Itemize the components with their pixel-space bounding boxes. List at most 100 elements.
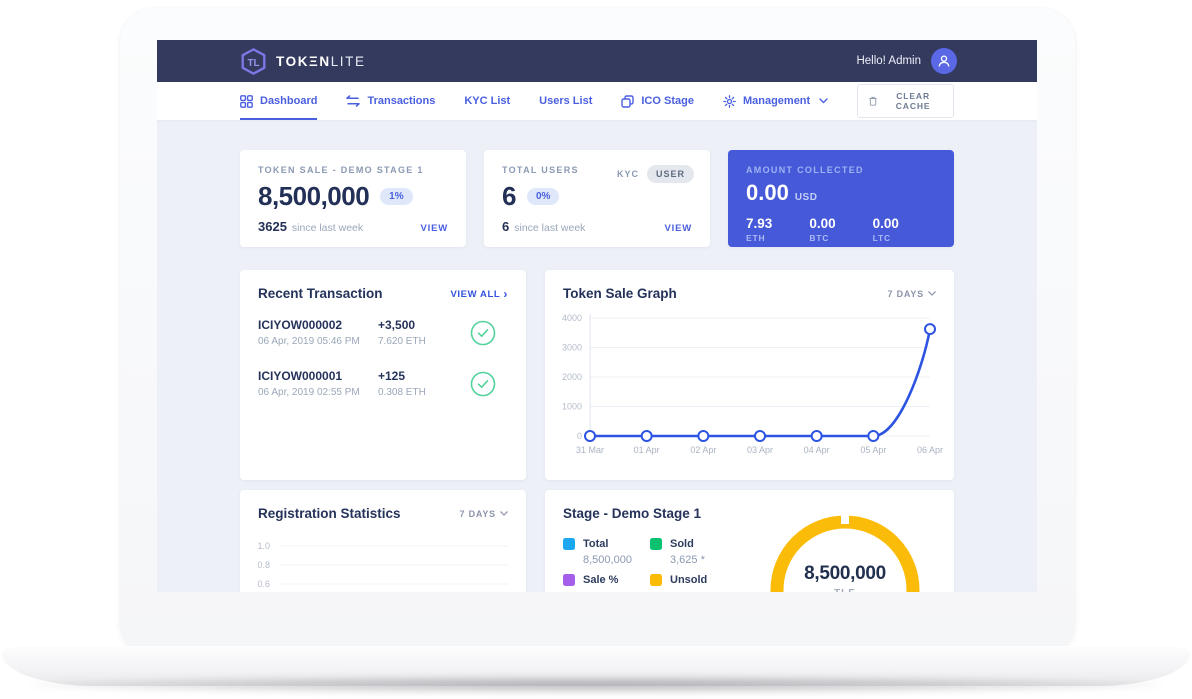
svg-text:05 Apr: 05 Apr (860, 445, 886, 455)
svg-text:4000: 4000 (562, 313, 582, 323)
transaction-id: ICIYOW000001 (258, 369, 343, 383)
token-sale-title: TOKEN SALE - DEMO STAGE 1 (258, 165, 424, 175)
token-sale-card: TOKEN SALE - DEMO STAGE 1 8,500,000 1% 3… (240, 150, 466, 247)
transaction-amount: +3,500 (378, 318, 416, 332)
total-users-value: 6 (502, 181, 516, 211)
view-all-link[interactable]: VIEW ALL › (450, 286, 508, 301)
total-users-delta: 6 (502, 219, 510, 234)
chevron-down-icon (819, 98, 828, 104)
ltc-value: 0.00 (872, 216, 899, 231)
nav-tab-users-list[interactable]: Users List (539, 82, 592, 120)
chevron-down-icon (928, 291, 936, 296)
laptop-shadow (30, 676, 1162, 694)
check-circle-icon (470, 371, 496, 396)
brand-name: TOKΞNLITE (276, 53, 366, 69)
legend-item-total: Total 8,500,000 (563, 538, 658, 566)
token-sale-delta-label: since last week (291, 222, 364, 234)
usd-label: USD (794, 192, 818, 203)
svg-text:0: 0 (577, 431, 582, 441)
transaction-row[interactable]: ICIYOW000002 06 Apr, 2019 05:46 PM +3,50… (240, 311, 526, 354)
range-dropdown[interactable]: 7 DAYS (888, 289, 937, 299)
currency-btc: 0.00 BTC (809, 216, 872, 243)
legend-item-sale-pct: Sale % (563, 574, 658, 590)
svg-text:01 Apr: 01 Apr (634, 445, 660, 455)
transaction-row[interactable]: ICIYOW000001 06 Apr, 2019 02:55 PM +125 … (240, 362, 526, 405)
token-sale-value: 8,500,000 (258, 181, 370, 211)
user-toggle[interactable]: USER (646, 165, 694, 183)
amount-collected-card: AMOUNT COLLECTED 0.00 USD 7.93 ETH 0.00 … (728, 150, 954, 247)
gauge-center-unit: TLE (760, 588, 930, 592)
legend-label: Unsold (670, 574, 708, 586)
gauge-center-value: 8,500,000 (804, 563, 886, 584)
svg-text:0.6: 0.6 (257, 579, 270, 589)
kyc-toggle[interactable]: KYC (616, 169, 639, 179)
svg-text:0.8: 0.8 (257, 560, 270, 570)
chevron-down-icon (500, 511, 508, 516)
legend-value: 8,500,000 (583, 554, 632, 566)
svg-text:2000: 2000 (562, 372, 582, 382)
nav-tab-label: Dashboard (260, 95, 318, 107)
swap-arrows-icon (346, 95, 361, 107)
legend-swatch-2 (563, 574, 575, 586)
nav-tab-label: Users List (539, 95, 593, 107)
legend-label: Sale % (583, 574, 619, 586)
legend-item-sold: Sold 3,625 * (650, 538, 745, 566)
stage-title: Stage - Demo Stage 1 (563, 506, 702, 521)
svg-text:1000: 1000 (562, 402, 582, 412)
legend-item-unsold: Unsold (650, 574, 745, 590)
token-sale-line-chart: 4000 3000 2000 1000 0 31 Mar 01 Apr 02 Apr 03 Ap… (562, 313, 943, 455)
legend-swatch-3 (650, 574, 662, 586)
recent-transactions-card: Recent Transaction VIEW ALL › ICIYOW0000… (240, 270, 526, 480)
transaction-eth: 7.620 ETH (378, 336, 426, 347)
registration-statistics-card: Registration Statistics 7 DAYS 1.0 0.8 0.6 (240, 490, 526, 592)
nav-tab-kyc-list[interactable]: KYC List (464, 82, 510, 120)
legend-label: Sold (670, 538, 694, 550)
svg-text:31 Mar: 31 Mar (576, 445, 604, 455)
legend-swatch-0 (563, 538, 575, 550)
token-sale-badge: 1% (380, 188, 413, 205)
transaction-eth: 0.308 ETH (378, 387, 426, 398)
token-sale-graph-title: Token Sale Graph (563, 286, 677, 301)
trash-icon (869, 96, 877, 106)
nav-tab-transactions[interactable]: Transactions (346, 82, 435, 120)
svg-text:06 Apr: 06 Apr (917, 445, 943, 455)
nav-tab-ico-stage[interactable]: ICO Stage (621, 82, 694, 120)
nav-tab-label: ICO Stage (641, 95, 694, 107)
stage-card: Stage - Demo Stage 1 Total 8,500,000 Sol… (545, 490, 954, 592)
clear-cache-button[interactable]: CLEAR CACHE (857, 84, 954, 118)
top-navbar: TL TOKΞNLITE Hello! Admin (157, 40, 1037, 82)
laptop-base (2, 646, 1190, 686)
nav-tab-dashboard[interactable]: Dashboard (240, 82, 318, 120)
ltc-label: LTC (872, 233, 891, 243)
eth-label: ETH (746, 233, 766, 243)
svg-text:04 Apr: 04 Apr (804, 445, 830, 455)
total-users-title: TOTAL USERS (502, 165, 579, 175)
nav-tab-label: KYC List (464, 95, 511, 107)
transaction-date: 06 Apr, 2019 02:55 PM (258, 387, 360, 398)
user-avatar[interactable] (931, 48, 957, 74)
nav-tab-management[interactable]: Management (723, 82, 828, 120)
nav-tab-label: Management (742, 95, 811, 107)
total-users-view-link[interactable]: VIEW (664, 223, 692, 234)
token-sale-view-link[interactable]: VIEW (420, 223, 448, 234)
user-area: Hello! Admin (856, 48, 957, 74)
token-sale-delta: 3625 (258, 219, 287, 234)
svg-text:TL: TL (247, 58, 259, 69)
svg-text:1.0: 1.0 (257, 541, 270, 551)
app-screen: TL TOKΞNLITE Hello! Admin (157, 40, 1037, 592)
transaction-date: 06 Apr, 2019 05:46 PM (258, 336, 360, 347)
brand-logo[interactable]: TL TOKΞNLITE (240, 47, 366, 75)
svg-text:02 Apr: 02 Apr (690, 445, 716, 455)
total-users-card: TOTAL USERS KYC USER 6 0% 6 since last w… (484, 150, 710, 247)
transaction-amount: +125 (378, 369, 406, 383)
currency-ltc: 0.00 LTC (873, 216, 936, 243)
recent-transactions-title: Recent Transaction (258, 286, 383, 301)
total-users-badge: 0% (526, 188, 560, 205)
gear-icon (723, 94, 736, 108)
gauge-ring (770, 507, 920, 592)
svg-text:03 Apr: 03 Apr (747, 445, 773, 455)
range-dropdown[interactable]: 7 DAYS (460, 509, 509, 519)
transaction-id: ICIYOW000002 (258, 318, 343, 332)
grid-icon (240, 94, 253, 108)
